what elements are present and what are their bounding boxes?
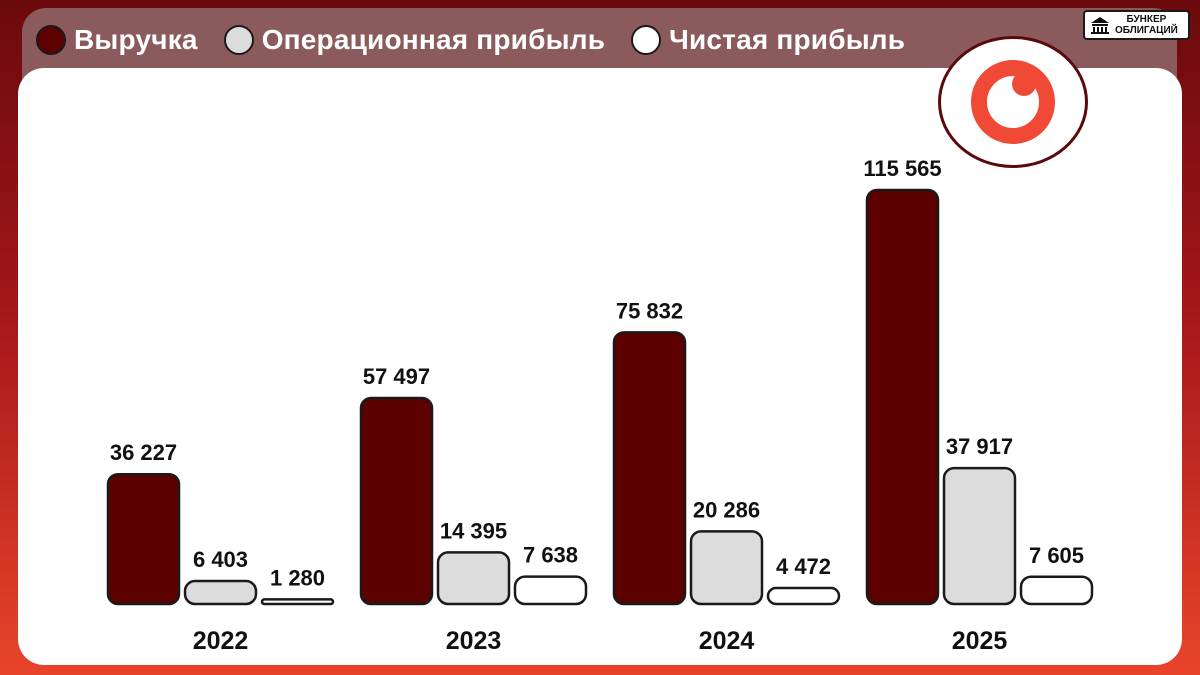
legend-label-revenue: Выручка <box>74 24 198 55</box>
data-label-net-profit-2023: 7 638 <box>523 543 578 568</box>
data-label-revenue-2024: 75 832 <box>616 298 683 323</box>
legend-swatch-operating-profit <box>223 25 254 55</box>
bar-operating-profit-2022 <box>183 579 258 606</box>
building-icon <box>1091 17 1109 34</box>
data-label-net-profit-2022: 1 280 <box>270 565 325 590</box>
bar-operating-profit-2025 <box>942 466 1017 606</box>
legend-item-revenue: Выручка <box>36 24 198 56</box>
brand-line-2: ОБЛИГАЦИЙ <box>1115 25 1178 36</box>
bar-net-profit-2025 <box>1019 575 1094 606</box>
bar-revenue-2022 <box>106 472 181 606</box>
data-label-operating-profit-2025: 37 917 <box>946 434 1013 459</box>
brand-badge: БУНКЕР ОБЛИГАЦИЙ <box>1083 10 1190 40</box>
legend-label-net-profit: Чистая прибыль <box>669 24 906 55</box>
legend-label-operating-profit: Операционная прибыль <box>261 24 606 55</box>
legend-item-net-profit: Чистая прибыль <box>631 24 905 56</box>
legend: Выручка Операционная прибыль Чистая приб… <box>36 18 931 62</box>
brand-text: БУНКЕР ОБЛИГАЦИЙ <box>1115 14 1178 36</box>
ring-logo-icon <box>971 60 1055 144</box>
brand-line-1: БУНКЕР <box>1126 14 1167 25</box>
data-label-operating-profit-2024: 20 286 <box>693 497 760 522</box>
x-tick-label-2023: 2023 <box>446 627 502 655</box>
bar-net-profit-2022 <box>260 598 335 606</box>
legend-item-operating-profit: Операционная прибыль <box>223 24 606 56</box>
data-label-operating-profit-2022: 6 403 <box>193 547 248 572</box>
legend-swatch-revenue <box>36 25 66 55</box>
data-label-revenue-2022: 36 227 <box>110 440 177 465</box>
data-label-operating-profit-2023: 14 395 <box>440 518 507 543</box>
bar-revenue-2023 <box>359 396 434 606</box>
x-tick-label-2022: 2022 <box>193 627 249 655</box>
legend-swatch-net-profit <box>631 25 662 55</box>
bar-revenue-2024 <box>612 331 687 606</box>
bar-operating-profit-2024 <box>689 530 764 606</box>
bar-net-profit-2023 <box>513 575 588 606</box>
bar-operating-profit-2023 <box>436 551 511 606</box>
data-label-net-profit-2024: 4 472 <box>776 554 831 579</box>
bar-revenue-2025 <box>865 188 940 606</box>
bar-net-profit-2024 <box>766 586 841 606</box>
x-tick-label-2024: 2024 <box>699 627 755 655</box>
x-tick-label-2025: 2025 <box>952 627 1008 655</box>
company-logo <box>938 36 1088 168</box>
data-label-revenue-2025: 115 565 <box>863 156 941 181</box>
data-label-net-profit-2025: 7 605 <box>1029 543 1084 568</box>
data-label-revenue-2023: 57 497 <box>363 364 430 389</box>
